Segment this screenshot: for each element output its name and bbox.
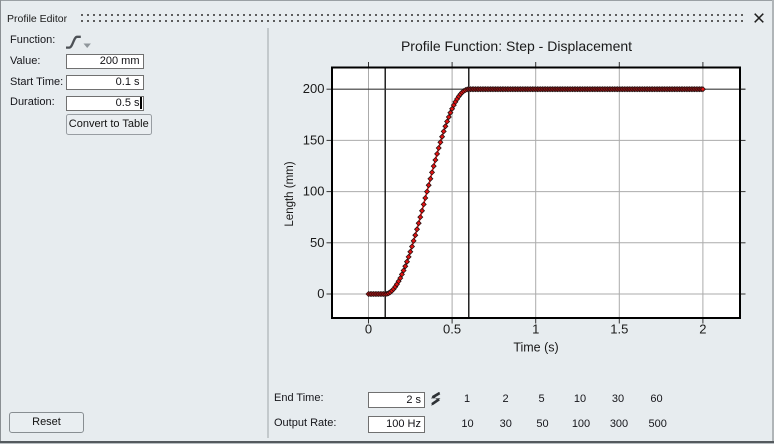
svg-text:1: 1 bbox=[532, 322, 539, 337]
svg-text:Profile Function: Step - Displ: Profile Function: Step - Displacement bbox=[401, 38, 632, 54]
svg-text:1.5: 1.5 bbox=[610, 322, 628, 337]
svg-text:50: 50 bbox=[310, 235, 324, 250]
svg-text:Length (mm): Length (mm) bbox=[284, 161, 296, 226]
svg-text:2: 2 bbox=[699, 322, 706, 337]
svg-text:100: 100 bbox=[303, 184, 325, 199]
svg-text:200: 200 bbox=[303, 81, 325, 96]
svg-text:0: 0 bbox=[317, 286, 324, 301]
svg-text:150: 150 bbox=[303, 132, 325, 147]
svg-text:Time (s): Time (s) bbox=[513, 341, 558, 355]
svg-text:0: 0 bbox=[365, 322, 372, 337]
svg-text:0.5: 0.5 bbox=[443, 322, 461, 337]
